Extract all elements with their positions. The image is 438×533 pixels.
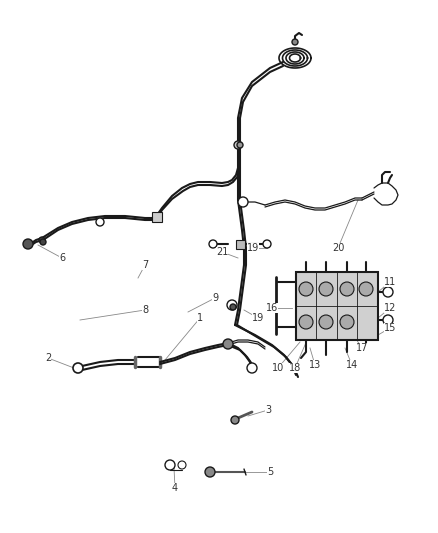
Bar <box>296 272 378 340</box>
Circle shape <box>178 461 186 469</box>
Text: 19: 19 <box>252 313 264 323</box>
Text: 8: 8 <box>142 305 148 315</box>
Circle shape <box>40 239 46 245</box>
Text: 1: 1 <box>197 313 203 323</box>
Text: 18: 18 <box>289 363 301 373</box>
Text: 3: 3 <box>265 405 271 415</box>
Bar <box>152 212 162 222</box>
Circle shape <box>234 141 242 149</box>
Text: 20: 20 <box>332 243 344 253</box>
Circle shape <box>227 300 237 310</box>
Circle shape <box>292 39 298 45</box>
Text: 11: 11 <box>384 277 396 287</box>
Text: 7: 7 <box>142 260 148 270</box>
Circle shape <box>319 282 333 296</box>
Circle shape <box>383 287 393 297</box>
Text: 15: 15 <box>384 323 396 333</box>
Circle shape <box>299 282 313 296</box>
Circle shape <box>205 467 215 477</box>
Circle shape <box>209 240 217 248</box>
Circle shape <box>238 197 248 207</box>
Circle shape <box>319 315 333 329</box>
Circle shape <box>96 218 104 226</box>
Circle shape <box>165 460 175 470</box>
Bar <box>236 240 245 249</box>
Text: 17: 17 <box>356 343 368 353</box>
Circle shape <box>73 363 83 373</box>
Circle shape <box>231 416 239 424</box>
Text: 9: 9 <box>212 293 218 303</box>
Circle shape <box>237 142 243 148</box>
Circle shape <box>247 363 257 373</box>
Circle shape <box>223 339 233 349</box>
Text: 12: 12 <box>384 303 396 313</box>
Text: 14: 14 <box>346 360 358 370</box>
Circle shape <box>340 282 354 296</box>
Circle shape <box>39 237 45 243</box>
Circle shape <box>383 315 393 325</box>
Circle shape <box>359 282 373 296</box>
Text: 13: 13 <box>309 360 321 370</box>
Circle shape <box>299 315 313 329</box>
Text: 10: 10 <box>272 363 284 373</box>
Text: 2: 2 <box>45 353 51 363</box>
Text: 6: 6 <box>59 253 65 263</box>
Circle shape <box>263 240 271 248</box>
Text: 5: 5 <box>267 467 273 477</box>
Circle shape <box>230 304 236 310</box>
Text: 4: 4 <box>172 483 178 493</box>
Text: 19: 19 <box>247 243 259 253</box>
Text: 16: 16 <box>266 303 278 313</box>
Text: 21: 21 <box>216 247 228 257</box>
Circle shape <box>23 239 33 249</box>
Circle shape <box>340 315 354 329</box>
